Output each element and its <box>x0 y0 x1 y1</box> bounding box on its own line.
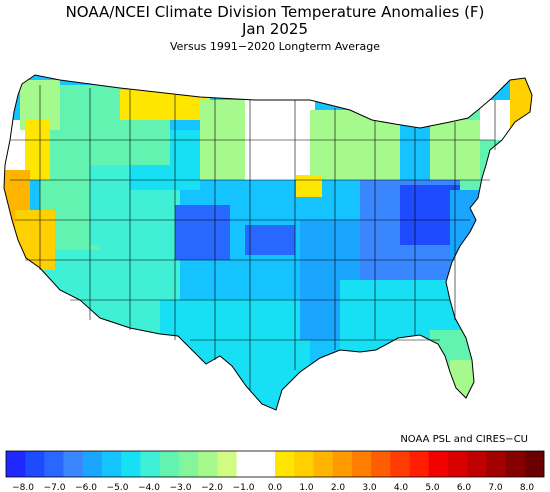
colorbar-tick-label: −2.0 <box>201 483 223 492</box>
colorbar-swatch <box>447 451 468 477</box>
colorbar-swatch <box>217 451 237 477</box>
us-outline <box>3 74 533 411</box>
colorbar-swatch <box>102 451 122 477</box>
credit-label: NOAA PSL and CIRES−CU <box>400 434 528 445</box>
colorbar-tick-label: 0.0 <box>268 483 283 492</box>
colorbar-swatch <box>486 451 506 477</box>
colorbar-tick-label: −7.0 <box>44 483 66 492</box>
colorbar-tick-label: 7.0 <box>488 483 503 492</box>
colorbar-swatch <box>467 451 487 477</box>
colorbar-swatch <box>6 451 26 477</box>
colorbar-tick-label: −6.0 <box>75 483 97 492</box>
region-kansas <box>245 225 295 255</box>
colorbar-swatch <box>82 451 103 477</box>
colorbar-swatch <box>332 451 353 477</box>
colorbar-swatch <box>313 451 333 477</box>
colorbar-swatch <box>351 451 372 477</box>
map-title: NOAA/NCEI Climate Division Temperature A… <box>65 3 485 21</box>
colorbar-swatch <box>275 451 295 477</box>
colorbar-tick-label: −5.0 <box>107 483 129 492</box>
colorbar-tick-label: −1.0 <box>233 483 255 492</box>
colorbar-frame <box>5 450 545 478</box>
colorbar-swatch <box>428 451 449 477</box>
colorbar-swatch <box>236 451 257 477</box>
colorbar-tick-label: −3.0 <box>170 483 192 492</box>
colorbar-tick-label: 6.0 <box>457 483 472 492</box>
colorbar-swatch <box>198 451 218 477</box>
colorbar-tick-label: 2.0 <box>331 483 346 492</box>
colorbar-tick-label: 4.0 <box>394 483 409 492</box>
region-wisconsin-yellow <box>296 175 322 197</box>
colorbar-swatch <box>178 451 199 477</box>
colorbar-swatch <box>25 451 45 477</box>
colorbar-tick-label: 8.0 <box>520 483 535 492</box>
colorbar-swatch <box>159 451 180 477</box>
map-date: Jan 2025 <box>241 20 309 38</box>
colorbar-swatch <box>140 451 161 477</box>
colorbar-tick-label: −4.0 <box>138 483 160 492</box>
colorbar-swatch <box>44 451 64 477</box>
colorbar-tick-label: 1.0 <box>299 483 314 492</box>
colorbar-swatch <box>390 451 410 477</box>
map-subtitle: Versus 1991−2020 Longterm Average <box>169 40 380 53</box>
colorbar-swatch <box>409 451 430 477</box>
colorbar-swatch <box>371 451 391 477</box>
colorbar-swatch <box>505 451 526 477</box>
colorbar-tick-label: 3.0 <box>362 483 377 492</box>
colorbar-swatch <box>524 451 545 477</box>
colorbar-tick-label: −8.0 <box>12 483 34 492</box>
colorbar-tick-label: 5.0 <box>425 483 440 492</box>
state-lines <box>10 85 496 390</box>
colorbar-swatch <box>63 451 84 477</box>
colorbar-swatch <box>121 451 141 477</box>
colorbar-swatch <box>294 451 314 477</box>
colorbar-swatch <box>255 451 276 477</box>
region-colorado <box>175 205 230 260</box>
